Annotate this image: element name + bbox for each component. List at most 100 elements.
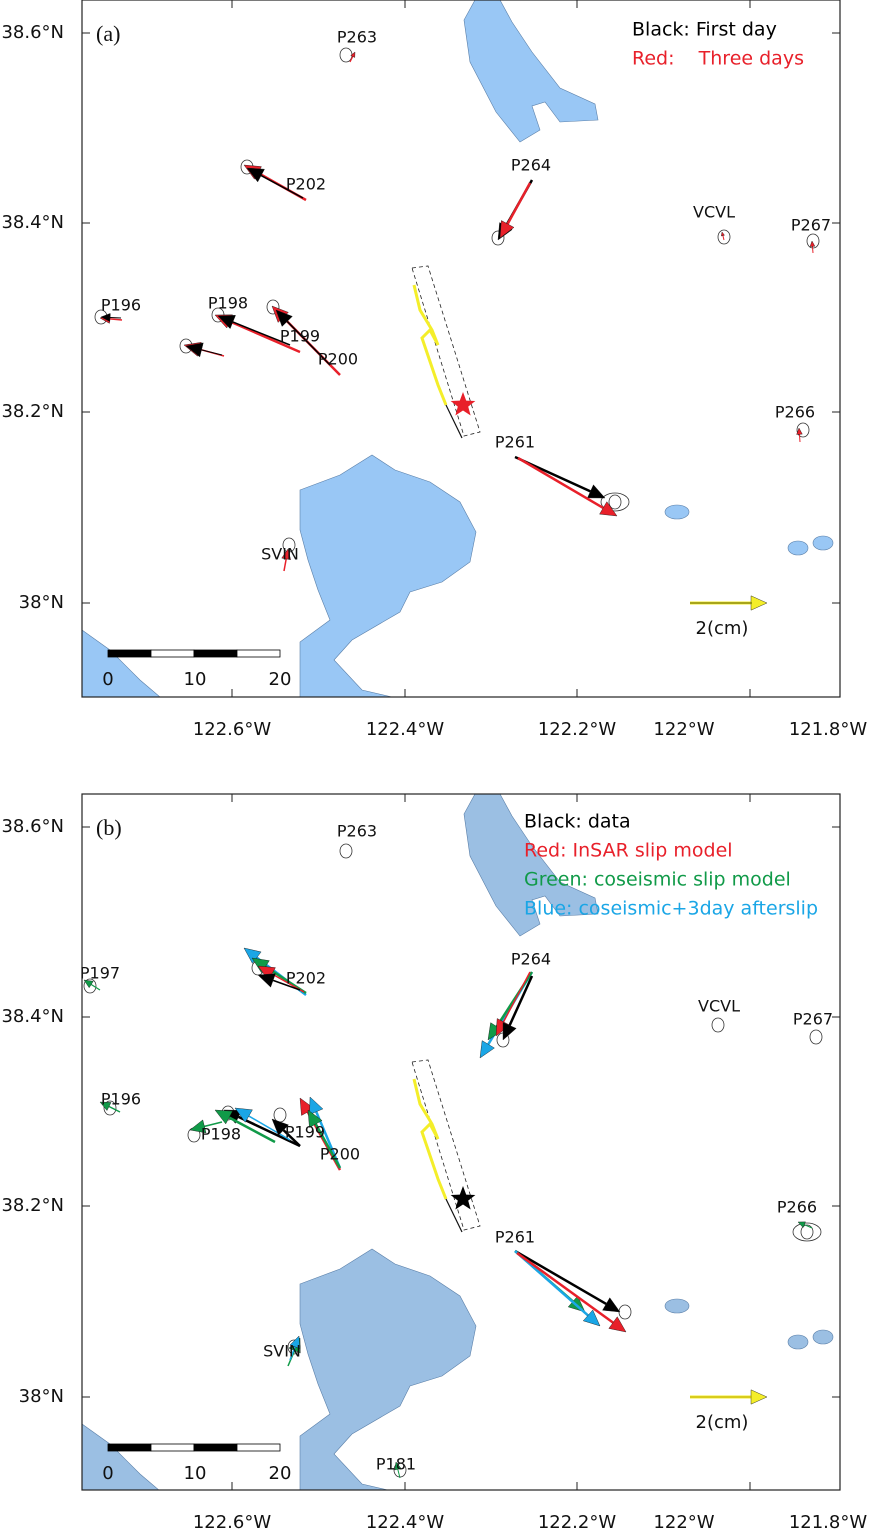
water-sw (82, 1423, 160, 1490)
station-label: VCVL (693, 203, 735, 222)
station-label: P263 (337, 28, 377, 47)
vector-head (299, 1097, 315, 1116)
vector-shaft (108, 1105, 121, 1113)
lat-tick-label: 38.2°N (1, 401, 64, 422)
scale-bar-label: 0 (102, 1463, 113, 1484)
lon-tick-label: 122.4°W (366, 719, 445, 740)
fault-box (411, 265, 481, 437)
scale-bar-segment (236, 1443, 281, 1452)
vector-shaft (798, 434, 801, 443)
frame (81, 0, 841, 698)
station-label: P198 (208, 294, 248, 313)
vector-shaft (811, 246, 814, 254)
frame (81, 793, 841, 1491)
lon-tick-label: 122.4°W (366, 1512, 445, 1533)
vector-head (257, 973, 276, 988)
lake (463, 794, 599, 937)
lat-tick-label: 38.4°N (1, 212, 64, 233)
vector-shaft (237, 1115, 301, 1148)
island (787, 1334, 809, 1350)
vector-head (185, 342, 204, 358)
lon-tick-label: 122.2°W (538, 1512, 617, 1533)
scale-bar-label: 10 (184, 1463, 207, 1484)
scale-vector-label: 2(cm) (696, 618, 749, 639)
station-label: P200 (320, 1145, 360, 1164)
vector-head (246, 167, 265, 183)
scale-bar-segment (150, 1443, 195, 1452)
error-ellipse (608, 494, 622, 510)
scale-bar-label: 0 (102, 669, 113, 690)
scale-bar-label: 20 (269, 669, 292, 690)
vector-shaft (289, 1346, 296, 1361)
vector-shaft (228, 1116, 276, 1144)
lake (463, 0, 599, 143)
vector-shaft (282, 1129, 301, 1147)
error-ellipse (273, 1107, 287, 1123)
station-label: P200 (318, 350, 358, 369)
station-label: SVIN (263, 1342, 301, 1361)
vector-head (797, 1221, 806, 1228)
island (664, 504, 690, 520)
map-area (82, 794, 834, 1490)
island (812, 535, 834, 551)
fault-trace (412, 1078, 448, 1200)
lat-tick-label: 38.4°N (1, 1006, 64, 1027)
vector-head (599, 501, 618, 517)
scale-bar-segment (193, 649, 238, 658)
panel: P263 P197 P202 P264 VCVL P267 P196 P198 P199 P200… (1, 793, 867, 1533)
vector-head (602, 1297, 621, 1313)
bay (299, 454, 477, 697)
vector-head (309, 1096, 324, 1115)
vector-shaft (232, 321, 291, 346)
water-sw (82, 629, 161, 697)
lat-tick-label: 38°N (19, 1386, 64, 1407)
error-ellipse (711, 1017, 725, 1033)
vector-head (99, 1101, 112, 1111)
lon-tick-label: 122°W (653, 1512, 714, 1533)
vector-shaft (283, 558, 287, 572)
station-label: P198 (201, 1125, 241, 1144)
vector-head (350, 51, 356, 58)
vector-head (582, 1309, 601, 1327)
station-label: P196 (101, 1090, 141, 1109)
station-label: P263 (337, 822, 377, 841)
station-label: P264 (511, 950, 551, 969)
vector-head (271, 1118, 289, 1136)
station-label: P199 (285, 1123, 325, 1142)
error-ellipse (800, 1224, 814, 1240)
error-ellipse (83, 978, 97, 994)
lon-tick-label: 122.6°W (193, 719, 272, 740)
panel-label: (b) (96, 815, 122, 840)
station-label: P181 (376, 1455, 416, 1474)
epicenter (450, 1186, 476, 1210)
vector-shaft (314, 1123, 342, 1169)
error-ellipse (809, 1029, 823, 1045)
vector-shaft (204, 1121, 223, 1128)
vector-shaft (514, 1249, 607, 1306)
vector-head (502, 1022, 517, 1041)
station-label: P202 (286, 969, 326, 988)
vector-head (83, 979, 94, 989)
epicenter (450, 392, 476, 416)
vector-shaft (502, 971, 531, 1023)
station-label: P267 (793, 1010, 833, 1029)
fault-trace-dark (445, 404, 463, 439)
vector-shaft (109, 316, 122, 319)
station-label: P196 (101, 296, 141, 315)
bay (299, 1248, 477, 1490)
vector-head (750, 1389, 768, 1405)
lon-tick-label: 122.6°W (193, 1512, 272, 1533)
vector-shaft (90, 983, 101, 991)
station-label: P261 (495, 433, 535, 452)
error-ellipse (103, 1100, 117, 1116)
vector-head (100, 313, 111, 322)
vector-head (587, 484, 606, 499)
legend-entry: Black: data (524, 811, 631, 833)
vector-shaft (506, 182, 532, 225)
station-label: P199 (280, 327, 320, 346)
vector-head (217, 315, 236, 330)
station-label: P266 (777, 1198, 817, 1217)
legend-entry: Red: Three days (632, 48, 804, 70)
error-ellipse (339, 843, 353, 859)
